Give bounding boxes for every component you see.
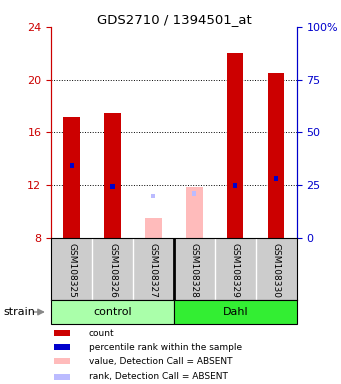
Text: GSM108329: GSM108329: [231, 243, 240, 298]
Text: GSM108325: GSM108325: [67, 243, 76, 298]
Text: GSM108328: GSM108328: [190, 243, 199, 298]
Bar: [186, 187, 203, 238]
Bar: [104, 113, 121, 238]
Bar: [54, 330, 70, 336]
Bar: [174, 300, 297, 324]
Bar: [54, 374, 70, 380]
Text: percentile rank within the sample: percentile rank within the sample: [89, 343, 242, 352]
Text: value, Detection Call = ABSENT: value, Detection Call = ABSENT: [89, 357, 232, 366]
Bar: [151, 194, 155, 198]
Text: count: count: [89, 329, 115, 338]
Bar: [54, 358, 70, 364]
Bar: [54, 344, 70, 350]
Bar: [227, 53, 243, 238]
Bar: [233, 183, 237, 188]
Title: GDS2710 / 1394501_at: GDS2710 / 1394501_at: [97, 13, 251, 26]
Bar: [110, 184, 115, 189]
Bar: [63, 117, 80, 238]
Text: rank, Detection Call = ABSENT: rank, Detection Call = ABSENT: [89, 372, 228, 381]
Bar: [145, 218, 162, 238]
Text: GSM108326: GSM108326: [108, 243, 117, 298]
Bar: [192, 191, 196, 195]
Text: GSM108327: GSM108327: [149, 243, 158, 298]
Bar: [274, 176, 278, 181]
Bar: [70, 163, 74, 168]
Text: control: control: [93, 307, 132, 317]
Bar: [268, 73, 284, 238]
Text: strain: strain: [3, 307, 35, 317]
Text: GSM108330: GSM108330: [272, 243, 281, 298]
Bar: [51, 300, 174, 324]
Text: Dahl: Dahl: [222, 307, 248, 317]
